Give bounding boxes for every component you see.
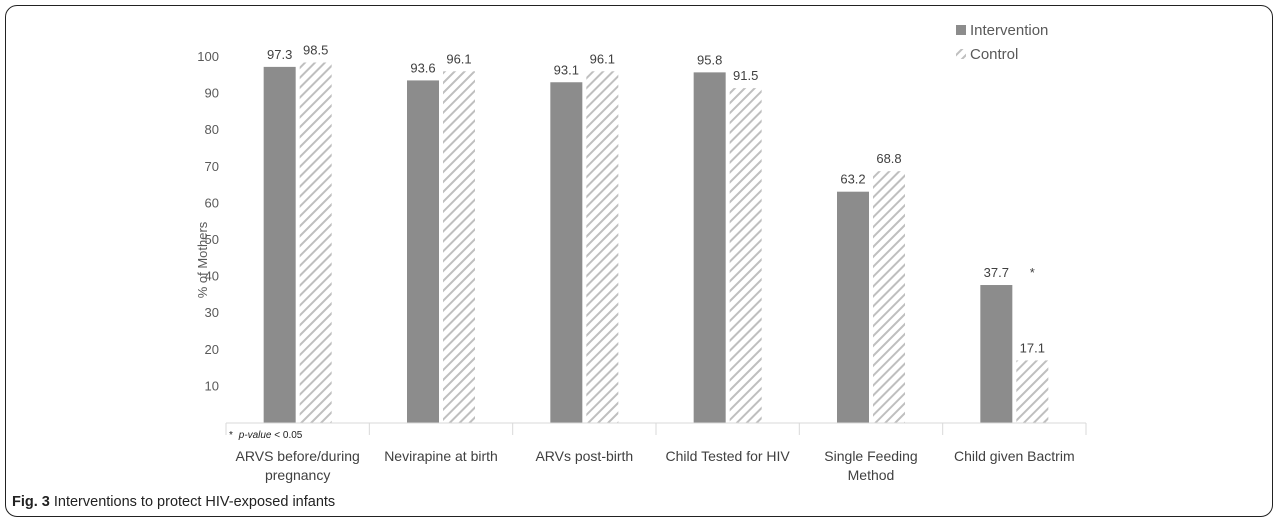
figure-caption: Fig. 3 Interventions to protect HIV-expos…	[12, 494, 335, 510]
y-tick-label: 80	[205, 122, 219, 137]
bar-control	[443, 71, 475, 424]
legend-label-intervention: Intervention	[970, 22, 1048, 39]
legend-swatch-control	[956, 49, 966, 59]
bar-intervention	[407, 80, 439, 423]
legend-swatch-intervention	[956, 25, 966, 35]
data-label: 91.5	[733, 68, 758, 83]
bar-intervention	[837, 191, 869, 423]
data-label: 63.2	[840, 172, 865, 187]
figure-frame	[5, 5, 1273, 517]
significance-marker: *	[1030, 265, 1035, 280]
category-label: Child Tested for HIV	[666, 448, 791, 464]
legend: Intervention Control	[956, 22, 1048, 63]
y-tick-label: 100	[197, 49, 219, 64]
data-label: 93.6	[410, 60, 435, 75]
y-tick-label: 30	[205, 305, 219, 320]
category-labels: ARVS before/during pregnancy Nevirapine at…	[236, 448, 1075, 483]
bar-intervention	[263, 66, 296, 423]
footnote-term: p-value	[238, 430, 272, 441]
bar-control	[873, 171, 905, 423]
data-label: 97.3	[267, 47, 292, 62]
bar-control	[299, 62, 332, 424]
category-label: ARVS before/during pregnancy	[236, 448, 360, 483]
data-label: 93.1	[554, 62, 579, 77]
category-label: Nevirapine at birth	[384, 448, 498, 464]
data-label: 96.1	[590, 51, 615, 66]
significance-footnote: * p-value < 0.05	[229, 430, 303, 441]
y-axis-title: % of Mothers	[195, 221, 210, 298]
bar-control	[586, 71, 619, 424]
data-label: 17.1	[1020, 340, 1045, 355]
footnote-rest: < 0.05	[274, 430, 303, 441]
category-label: Single Feeding Method	[824, 448, 917, 483]
y-axis: 10 20 30 40 50 60 70 80 90 100	[197, 49, 219, 393]
bar-intervention	[693, 72, 726, 423]
y-tick-label: 70	[205, 159, 219, 174]
data-label: 98.5	[303, 42, 328, 57]
figure-label: Fig. 3	[12, 494, 50, 510]
y-tick-label: 10	[205, 378, 219, 393]
y-tick-label: 50	[205, 232, 219, 247]
data-label: 68.8	[876, 151, 901, 166]
y-tick-label: 90	[205, 86, 219, 101]
bar-intervention	[550, 82, 583, 423]
bar-control	[729, 88, 762, 424]
category-label: ARVs post-birth	[535, 448, 633, 464]
data-label: 37.7	[984, 265, 1009, 280]
bars: 97.3 98.5 93.6 96.1 93.1 96.1 95.8 91.5 63.2 68.8…	[225, 42, 1087, 435]
y-tick-label: 40	[205, 269, 219, 284]
figure-caption-text: Interventions to protect HIV-exposed inf…	[53, 494, 336, 510]
y-tick-label: 20	[205, 342, 219, 357]
bar-intervention	[980, 285, 1013, 423]
category-label: Child given Bactrim	[954, 448, 1075, 464]
legend-label-control: Control	[970, 46, 1018, 63]
footnote-marker: *	[229, 430, 233, 441]
data-label: 96.1	[446, 51, 471, 66]
data-label: 95.8	[697, 52, 722, 67]
bar-control	[1016, 360, 1049, 423]
y-tick-label: 60	[205, 195, 219, 210]
